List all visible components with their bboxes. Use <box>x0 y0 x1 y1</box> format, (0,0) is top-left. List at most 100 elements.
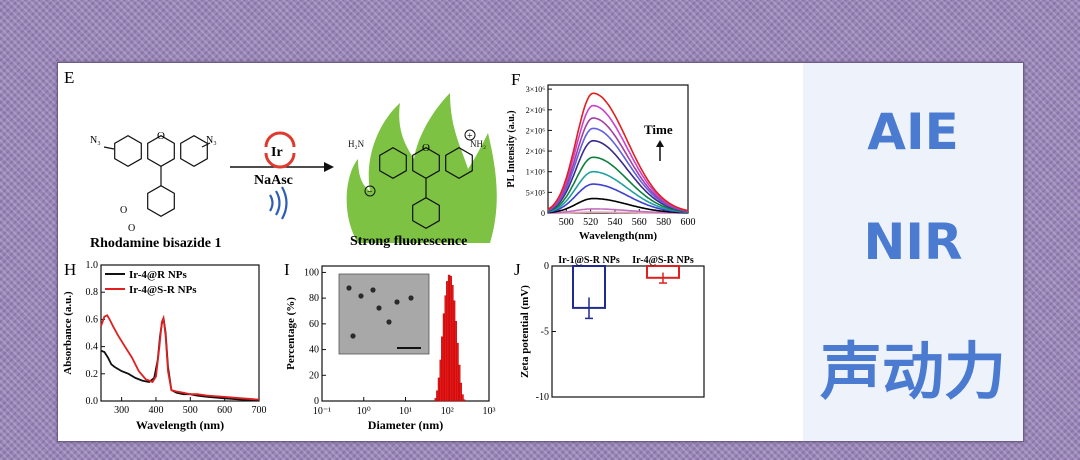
sound-wave-2 <box>281 186 288 220</box>
pl-series-3 <box>547 183 689 214</box>
pl-ytick-label-4: 2×10⁶ <box>526 126 546 135</box>
product-caption: Strong fluorescence <box>350 234 467 249</box>
abs-ytick-label-4: 0.8 <box>86 287 99 298</box>
pl-ytick-label-5: 2×10⁶ <box>526 106 546 115</box>
ring-2 <box>180 135 208 167</box>
ring-2 <box>445 147 473 179</box>
pl-xtick-label-0: 500 <box>559 217 574 228</box>
zeta-category-label-1: Ir-4@S-R NPs <box>632 255 694 266</box>
dls-xtick-label-2: 10¹ <box>399 406 412 417</box>
nh2-left-label: H₂N <box>348 139 365 149</box>
dls-xtick-label-3: 10² <box>441 406 454 417</box>
pl-ytick-label-2: 1×10⁶ <box>526 168 546 177</box>
dls-bar-15 <box>459 382 462 402</box>
keyword-aie: AIE <box>867 103 959 161</box>
abs-xtick-label-0: 300 <box>114 405 129 416</box>
abs-ylabel: Absorbance (a.u.) <box>62 291 74 375</box>
pl-ytick-label-0: 0 <box>541 209 545 218</box>
dls-xtick-label-4: 10³ <box>483 406 496 417</box>
fluorescence-flame <box>346 93 497 243</box>
abs-xlabel: Wavelength (nm) <box>136 418 224 432</box>
pl-series-7 <box>547 127 689 213</box>
dls-xtick-label-1: 10⁰ <box>357 406 371 417</box>
nh2-right-label: NH₂ <box>470 139 486 149</box>
tem-particle-2 <box>370 287 376 293</box>
panel-label-f: F <box>511 70 520 89</box>
pl-xtick-label-2: 540 <box>607 217 622 228</box>
abs-xtick-label-2: 500 <box>183 405 198 416</box>
oxygen-label: O <box>422 142 430 154</box>
panel-label-e: E <box>64 68 74 87</box>
n3-right-bond <box>201 142 211 148</box>
pl-series-2 <box>547 197 688 214</box>
abs-legend-label-1: Ir-4@S-R NPs <box>129 284 197 296</box>
lactone-oxygen: O <box>120 205 127 216</box>
tem-inset <box>338 273 430 355</box>
negative-charge-circle <box>364 185 376 197</box>
abs-xtick-label-1: 400 <box>148 405 163 416</box>
zeta-ytick-label-1: -5 <box>541 327 549 338</box>
pl-ytick-label-1: 5×10⁵ <box>526 188 546 197</box>
dls-xtick-label-0: 10⁻¹ <box>313 406 331 417</box>
abs-xtick-label-3: 600 <box>217 405 232 416</box>
dls-ytick-label-0: 0 <box>314 396 319 407</box>
reagent-label: NaAsc <box>254 173 293 188</box>
reactant-name: Rhodamine bisazide 1 <box>90 236 221 251</box>
abs-ytick-label-1: 0.2 <box>86 369 99 380</box>
abs-ytick-label-3: 0.6 <box>86 314 99 325</box>
keywords-panel: AIE NIR 声动力 <box>803 63 1023 441</box>
zeta-frame <box>551 265 705 398</box>
panel-label-j: J <box>514 260 521 279</box>
abs-series-0 <box>100 317 259 401</box>
ring-0 <box>114 135 142 167</box>
abs-legend-label-0: Ir-4@R NPs <box>129 269 188 281</box>
oxygen-label: O <box>157 130 165 142</box>
catalyst-label: Ir <box>271 145 283 160</box>
negative-charge: − <box>367 187 373 198</box>
zeta-ylabel: Zeta potential (mV) <box>519 285 531 378</box>
pl-series-10 <box>547 92 689 212</box>
panel-label-i: I <box>284 260 290 279</box>
zeta-ytick-label-0: 0 <box>544 261 549 272</box>
dls-bar-16 <box>461 394 464 402</box>
ring-3 <box>147 185 175 217</box>
abs-ytick-label-2: 0.4 <box>86 342 99 353</box>
carbonyl-oxygen: O <box>128 223 135 234</box>
positive-charge: + <box>467 131 473 142</box>
pl-series-5 <box>547 156 689 213</box>
tem-particle-6 <box>350 333 356 339</box>
keyword-sonodynamic: 声动力 <box>819 335 1006 408</box>
ring-3 <box>412 197 440 229</box>
catalyst-cycle-bottom <box>264 152 296 169</box>
keyword-nir: NIR <box>863 213 963 271</box>
n3-right-label: N₃ <box>206 135 217 146</box>
pl-xtick-label-4: 580 <box>656 217 671 228</box>
reaction-arrowhead <box>324 162 334 172</box>
sound-wave-0 <box>269 194 274 212</box>
chart-size-distribution: I 10⁻¹ 10⁰ 10¹ 10² 10³ 0 20 40 60 80 100 Diameter (n… <box>284 260 496 432</box>
pl-xtick-label-1: 520 <box>583 217 598 228</box>
dls-ylabel: Percentage (%) <box>285 297 297 370</box>
tem-particle-4 <box>408 295 414 301</box>
panel-label-h: H <box>64 260 76 279</box>
pl-xtick-label-3: 560 <box>632 217 647 228</box>
abs-frame <box>100 264 260 402</box>
abs-ytick-label-5: 1.0 <box>86 260 99 271</box>
abs-series-1 <box>100 314 260 401</box>
tem-particle-7 <box>386 319 392 325</box>
dls-ytick-label-1: 20 <box>309 370 319 381</box>
pl-series-1 <box>547 208 688 214</box>
dls-ytick-label-2: 40 <box>309 345 319 356</box>
dls-ytick-label-5: 100 <box>304 267 319 278</box>
pl-ytick-label-3: 2×10⁶ <box>526 147 546 156</box>
tem-particle-0 <box>346 285 352 291</box>
pl-series-9 <box>547 104 689 212</box>
pl-ylabel: PL Intensity (a.u.) <box>506 110 517 187</box>
dls-ytick-label-3: 60 <box>309 319 319 330</box>
pl-series-4 <box>547 170 688 213</box>
zeta-category-label-0: Ir-1@S-R NPs <box>558 255 620 266</box>
tem-particle-3 <box>394 299 400 305</box>
sound-wave-1 <box>275 190 281 216</box>
